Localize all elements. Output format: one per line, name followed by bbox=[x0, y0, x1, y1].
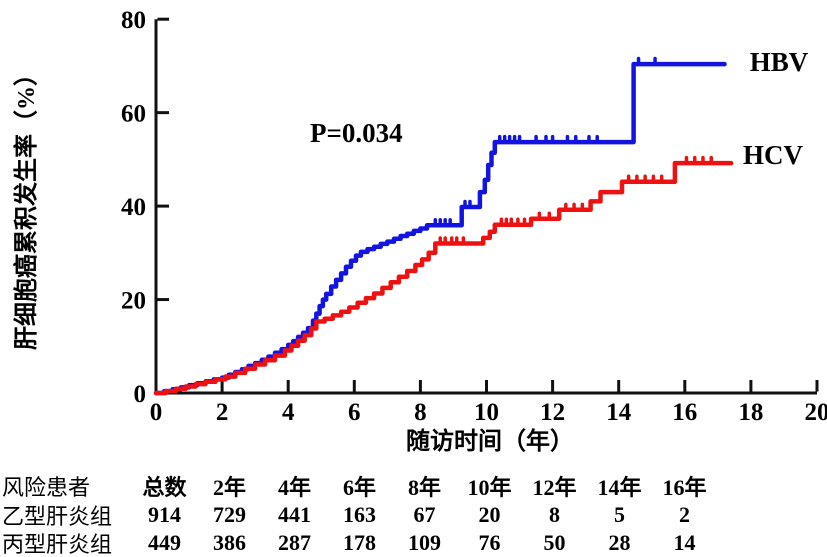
axis-lines bbox=[154, 19, 817, 395]
risk-table-cell: 2 bbox=[679, 502, 690, 527]
risk-table-cell: 50 bbox=[543, 530, 566, 555]
y-axis-title: 肝细胞癌累积发生率（%） bbox=[12, 62, 40, 350]
curves-group bbox=[153, 56, 734, 396]
risk-table-col-4y: 4年 bbox=[277, 475, 311, 500]
y-tick-label: 40 bbox=[121, 194, 146, 221]
risk-table-cell: 20 bbox=[478, 502, 501, 527]
x-tick-label: 2 bbox=[216, 399, 229, 426]
hbv-curve bbox=[153, 61, 727, 396]
risk-table-cell: 14 bbox=[673, 530, 696, 555]
p-value-annotation: P=0.034 bbox=[310, 118, 403, 148]
risk-table-row-hcv-label: 丙型肝炎组 bbox=[2, 532, 113, 557]
x-axis-ticks: 0 2 4 6 8 10 12 14 16 18 20 bbox=[150, 380, 827, 426]
risk-table-row-hbv: 乙型肝炎组 914 729 441 163 67 20 8 5 2 bbox=[0, 501, 827, 529]
x-tick-label: 18 bbox=[738, 399, 763, 426]
risk-table-row-hbv-label: 乙型肝炎组 bbox=[2, 504, 113, 529]
y-tick-label: 80 bbox=[121, 7, 146, 34]
risk-table-cell: 5 bbox=[614, 502, 625, 527]
x-axis-title: 随访时间（年） bbox=[406, 427, 574, 455]
risk-table-cell: 449 bbox=[148, 530, 181, 555]
hcv-curve bbox=[153, 160, 734, 396]
risk-table-cell: 163 bbox=[343, 502, 376, 527]
risk-table-col-14y: 14年 bbox=[597, 475, 642, 500]
risk-table: 风险患者 总数 2年 4年 6年 8年 10年 12年 14年 16年 乙型肝炎… bbox=[0, 470, 827, 557]
x-tick-label: 10 bbox=[474, 399, 499, 426]
y-axis-ticks: 0 20 40 60 80 bbox=[121, 7, 169, 408]
risk-table-cell: 67 bbox=[413, 502, 436, 527]
risk-table-col-16y: 16年 bbox=[662, 475, 707, 500]
risk-table-col-10y: 10年 bbox=[467, 475, 512, 500]
x-tick-label: 4 bbox=[282, 399, 295, 426]
risk-table-cell: 287 bbox=[278, 530, 311, 555]
risk-table-cell: 386 bbox=[213, 530, 246, 555]
x-tick-label: 16 bbox=[672, 399, 697, 426]
risk-table-cell: 914 bbox=[148, 502, 181, 527]
risk-table-cell: 441 bbox=[278, 502, 311, 527]
risk-table-col-6y: 6年 bbox=[342, 475, 376, 500]
risk-table-col-12y: 12年 bbox=[532, 475, 577, 500]
risk-table-cell: 729 bbox=[213, 502, 246, 527]
y-tick-label: 60 bbox=[121, 101, 146, 128]
x-tick-label: 20 bbox=[805, 399, 827, 426]
x-tick-label: 12 bbox=[540, 399, 565, 426]
risk-table-cell: 8 bbox=[549, 502, 560, 527]
x-tick-label: 0 bbox=[150, 399, 163, 426]
risk-table-cell: 76 bbox=[478, 530, 501, 555]
risk-table-row-hcv: 丙型肝炎组 449 386 287 178 109 76 50 28 14 bbox=[0, 529, 827, 557]
risk-table-cell: 109 bbox=[408, 530, 441, 555]
x-tick-label: 14 bbox=[606, 399, 632, 426]
hbv-series-label: HBV bbox=[750, 47, 809, 77]
km-chart: 0 20 40 60 80 0 2 4 6 8 10 12 14 16 18 20 肝细胞癌累积发生率（%）… bbox=[12, 7, 827, 455]
hcv-series-label: HCV bbox=[743, 140, 804, 170]
risk-table-col-total: 总数 bbox=[142, 475, 187, 500]
risk-table-col-8y: 8年 bbox=[407, 475, 441, 500]
risk-table-header-label: 风险患者 bbox=[2, 475, 91, 500]
x-tick-label: 8 bbox=[414, 399, 427, 426]
y-tick-label: 20 bbox=[121, 288, 146, 315]
risk-table-cell: 28 bbox=[608, 530, 631, 555]
risk-table-col-2y: 2年 bbox=[212, 475, 246, 500]
risk-table-header-row: 风险患者 总数 2年 4年 6年 8年 10年 12年 14年 16年 bbox=[0, 472, 827, 500]
x-tick-label: 6 bbox=[348, 399, 361, 426]
risk-table-cell: 178 bbox=[343, 530, 376, 555]
y-tick-label: 0 bbox=[134, 381, 147, 408]
